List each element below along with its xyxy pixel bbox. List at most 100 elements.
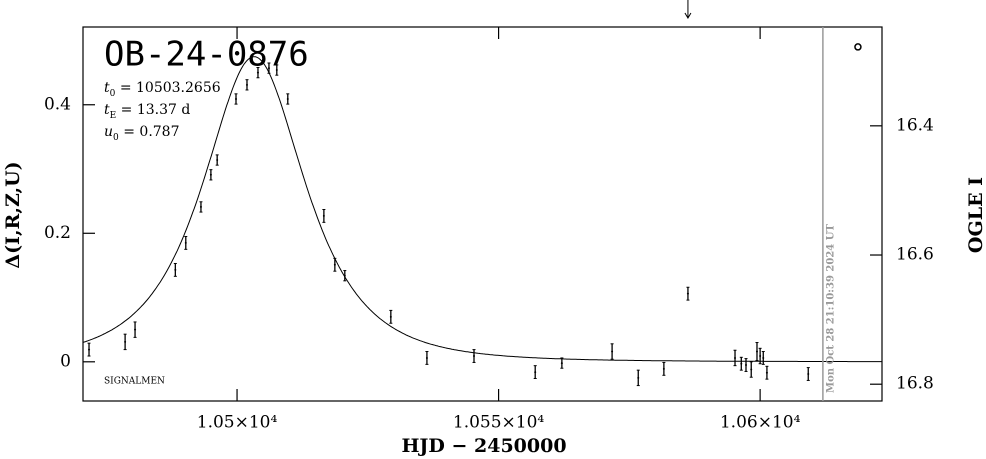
param: tE = 13.37 d: [104, 102, 190, 121]
data-point: [560, 357, 564, 369]
point: [686, 292, 689, 295]
param-symbol: t: [104, 80, 110, 96]
y2-tick-label: 16.4: [896, 115, 934, 135]
data-point: [234, 93, 238, 105]
plot-frame: [82, 26, 883, 402]
data-point: [123, 333, 127, 351]
x-tick-label: 1.06×10⁴: [720, 413, 801, 433]
param-eq: =: [119, 124, 140, 140]
param-value: 0.787: [139, 124, 179, 140]
data-point: [286, 93, 290, 105]
y-axis-label: Δ(I,R,Z,U): [2, 161, 24, 268]
point: [762, 356, 765, 359]
data-point: [744, 358, 748, 372]
data-point: [184, 235, 188, 250]
point: [637, 376, 640, 379]
param-sub: 0: [113, 133, 119, 143]
param-eq: =: [115, 80, 136, 96]
now-label: Mon Oct 28 21:10:39 2024 UT: [825, 224, 836, 393]
y2-tick-label: 16.6: [896, 245, 934, 265]
point: [765, 371, 768, 374]
point: [333, 263, 336, 266]
point: [124, 340, 127, 343]
param-eq: =: [116, 102, 137, 118]
data-point: [686, 286, 690, 301]
data-point: [610, 343, 614, 360]
data-point: [636, 369, 640, 387]
arrow: [684, 0, 692, 19]
y-tick-label: 0.2: [44, 223, 71, 243]
point: [807, 373, 810, 376]
x-axis-label: HJD − 2450000: [401, 435, 566, 457]
data-point: [87, 342, 91, 357]
data-point: [245, 79, 249, 91]
point: [750, 368, 753, 371]
param-symbol: t: [104, 102, 110, 118]
point: [759, 355, 762, 358]
data-point: [267, 62, 271, 74]
data-point: [215, 154, 219, 166]
point: [745, 364, 747, 367]
data-point: [425, 351, 429, 365]
data-point: [733, 349, 737, 367]
param-sub: 0: [110, 89, 116, 99]
point: [740, 362, 743, 365]
data-point: [133, 321, 137, 338]
point: [560, 362, 563, 365]
data-point: [333, 257, 337, 272]
point: [662, 367, 665, 370]
latest-point: [854, 43, 862, 51]
point: [256, 71, 259, 74]
param-value: 10503.2656: [136, 80, 221, 96]
point: [286, 97, 289, 100]
data-point: [755, 342, 759, 362]
point: [275, 69, 278, 72]
data-point: [761, 351, 765, 365]
y-tick-label: 0: [60, 351, 71, 371]
data-point: [758, 347, 762, 365]
data-point: [472, 349, 476, 363]
point: [389, 315, 392, 318]
data-point: [662, 361, 666, 376]
point: [235, 97, 237, 100]
data-point: [256, 66, 260, 79]
point: [755, 350, 758, 353]
point: [245, 83, 248, 86]
param: t0 = 10503.2656: [104, 80, 221, 99]
point: [174, 268, 177, 271]
y2-axis-label: OGLE I: [965, 177, 986, 253]
data-point: [173, 262, 177, 277]
param-symbol: u: [104, 124, 113, 140]
data-point: [765, 365, 769, 380]
point: [343, 274, 346, 277]
x-tick-label: 1.05×10⁴: [197, 413, 278, 433]
point: [473, 355, 475, 358]
data-point: [533, 365, 537, 380]
model-curve: [82, 56, 882, 363]
param: u0 = 0.787: [104, 124, 180, 143]
data-point: [749, 361, 753, 378]
param-sub: E: [110, 111, 117, 121]
point: [184, 241, 187, 244]
point: [534, 371, 537, 374]
point: [267, 67, 270, 70]
point: [611, 350, 614, 353]
param-unit: d: [177, 102, 190, 118]
data-point: [322, 209, 326, 223]
data-point: [806, 367, 810, 381]
data-point: [739, 356, 743, 371]
data-point: [275, 64, 279, 76]
point: [199, 205, 202, 208]
data-point: [389, 309, 393, 324]
chart-title: OB-24-0876: [104, 35, 309, 75]
y2-tick-label: 16.8: [896, 374, 934, 394]
note: SIGNALMEN: [104, 377, 165, 387]
data-point: [343, 270, 347, 282]
point: [216, 159, 219, 162]
point: [425, 356, 428, 359]
data-point: [199, 201, 203, 213]
data-point: [209, 169, 213, 181]
x-tick-label: 1.055×10⁴: [453, 413, 545, 433]
